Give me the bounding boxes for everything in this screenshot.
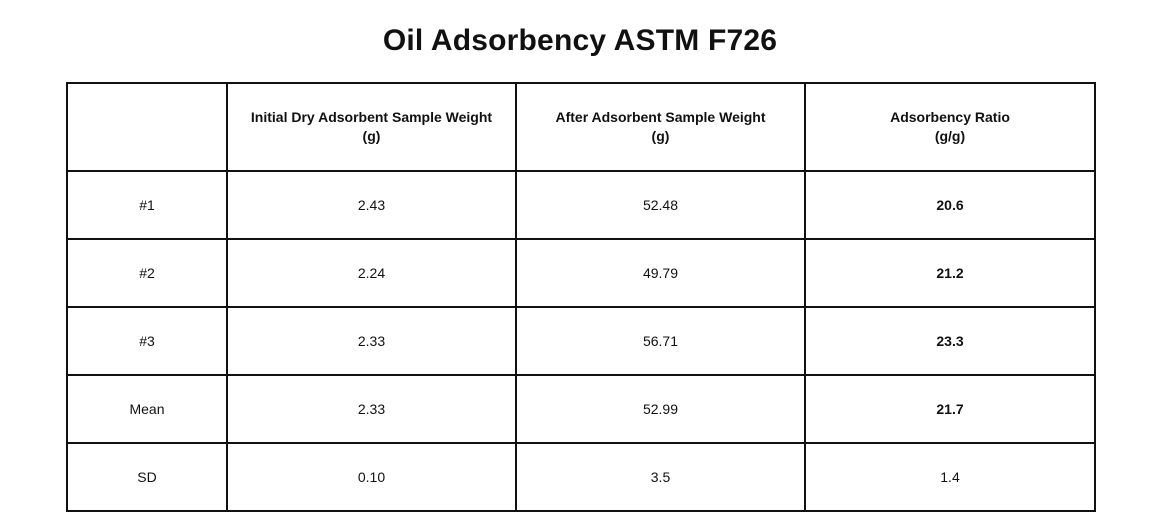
header-cell-ratio: Adsorbency Ratio (g/g) <box>804 82 1096 172</box>
header-label: Initial Dry Adsorbent Sample Weight <box>250 109 493 125</box>
header-cell-initial-weight: Initial Dry Adsorbent Sample Weight (g) <box>226 82 517 172</box>
after-weight-cell: 52.99 <box>515 374 806 444</box>
row-label: #2 <box>66 238 228 308</box>
initial-weight-cell: 0.10 <box>226 442 517 512</box>
row-label: #3 <box>66 306 228 376</box>
table-row: #2 2.24 49.79 21.2 <box>66 238 1096 308</box>
header-unit: (g) <box>651 128 670 144</box>
ratio-cell: 21.7 <box>804 374 1096 444</box>
row-label: #1 <box>66 170 228 240</box>
page-title: Oil Adsorbency ASTM F726 <box>382 24 778 57</box>
table-header-row: Initial Dry Adsorbent Sample Weight (g) … <box>66 82 1096 172</box>
header-cell-empty <box>66 82 228 172</box>
ratio-cell: 21.2 <box>804 238 1096 308</box>
table-row: #1 2.43 52.48 20.6 <box>66 170 1096 240</box>
initial-weight-cell: 2.33 <box>226 374 517 444</box>
ratio-cell: 23.3 <box>804 306 1096 376</box>
header-unit: (g/g) <box>934 128 966 144</box>
row-label: SD <box>66 442 228 512</box>
row-label: Mean <box>66 374 228 444</box>
header-cell-after-weight: After Adsorbent Sample Weight (g) <box>515 82 806 172</box>
after-weight-cell: 56.71 <box>515 306 806 376</box>
header-label: After Adsorbent Sample Weight <box>555 109 766 125</box>
ratio-cell: 1.4 <box>804 442 1096 512</box>
table-row: #3 2.33 56.71 23.3 <box>66 306 1096 376</box>
table-row: Mean 2.33 52.99 21.7 <box>66 374 1096 444</box>
ratio-cell: 20.6 <box>804 170 1096 240</box>
initial-weight-cell: 2.24 <box>226 238 517 308</box>
initial-weight-cell: 2.33 <box>226 306 517 376</box>
table-row: SD 0.10 3.5 1.4 <box>66 442 1096 512</box>
after-weight-cell: 49.79 <box>515 238 806 308</box>
header-unit: (g) <box>362 128 381 144</box>
header-label: Adsorbency Ratio <box>890 109 1010 125</box>
after-weight-cell: 52.48 <box>515 170 806 240</box>
initial-weight-cell: 2.43 <box>226 170 517 240</box>
after-weight-cell: 3.5 <box>515 442 806 512</box>
adsorbency-table: Initial Dry Adsorbent Sample Weight (g) … <box>66 82 1096 512</box>
